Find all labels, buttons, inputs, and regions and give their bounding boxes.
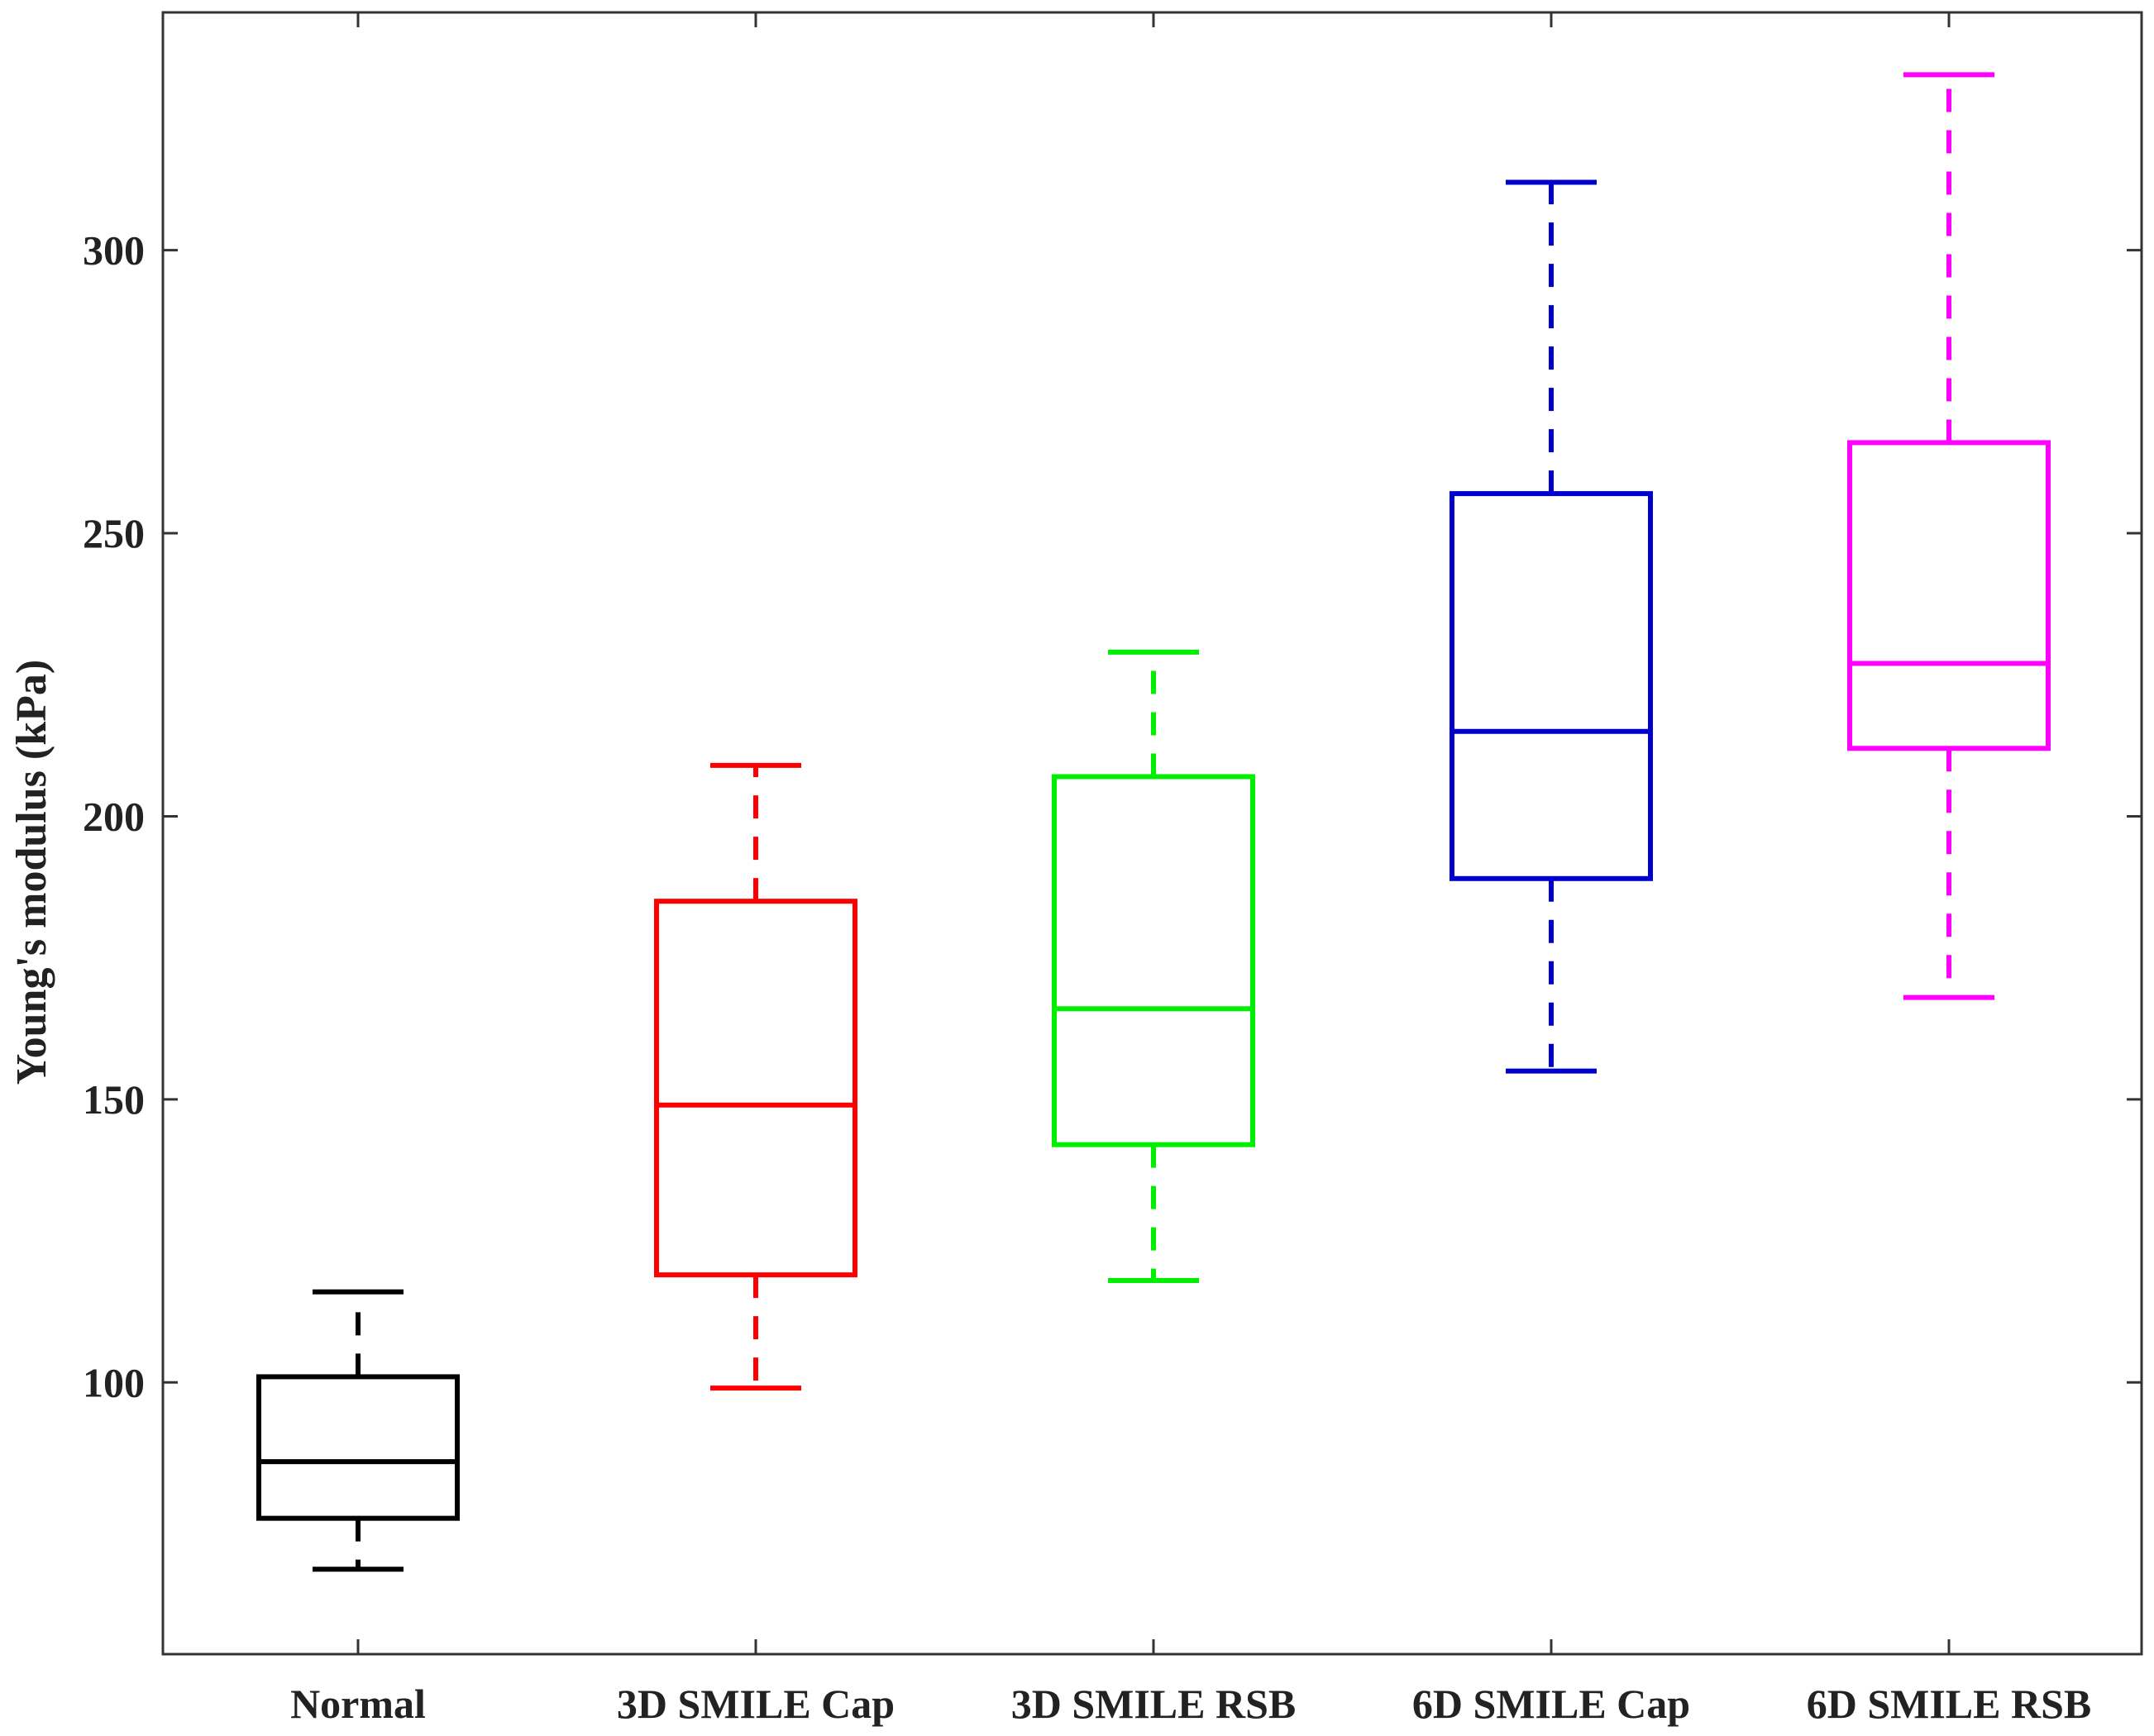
box-6d-smile-cap: [1450, 179, 1653, 1074]
x-tick-label: 6D SMILE Cap: [1412, 1681, 1690, 1727]
x-tick-label: 6D SMILE RSB: [1807, 1681, 2092, 1727]
y-tick-label: 100: [83, 1359, 145, 1405]
x-axis-ticks: Normal 3D SMILE Cap 3D SMILE RSB 6D SMILE C…: [290, 12, 2091, 1727]
iqr-box: [256, 1374, 460, 1521]
iqr-box: [1847, 440, 2051, 751]
y-tick-label: 250: [83, 510, 145, 556]
y-tick-label: 300: [83, 227, 145, 274]
box-3d-smile-cap: [654, 762, 857, 1391]
box-series: [256, 72, 2051, 1572]
y-axis-title: Young's modulus (kPa): [8, 660, 55, 1085]
iqr-box: [1450, 491, 1653, 881]
box-6d-smile-rsb: [1847, 72, 2051, 1000]
box-normal: [256, 1289, 460, 1572]
x-tick-label: Normal: [290, 1681, 426, 1727]
iqr-box: [1052, 774, 1255, 1147]
y-tick-label: 200: [83, 793, 145, 839]
x-tick-label: 3D SMILE RSB: [1011, 1681, 1297, 1727]
y-tick-label: 150: [83, 1076, 145, 1123]
iqr-box: [654, 899, 857, 1278]
y-axis-ticks: 100 150 200 250 300: [83, 227, 2142, 1405]
x-tick-label: 3D SMILE Cap: [617, 1681, 895, 1727]
box-3d-smile-rsb: [1052, 649, 1255, 1284]
